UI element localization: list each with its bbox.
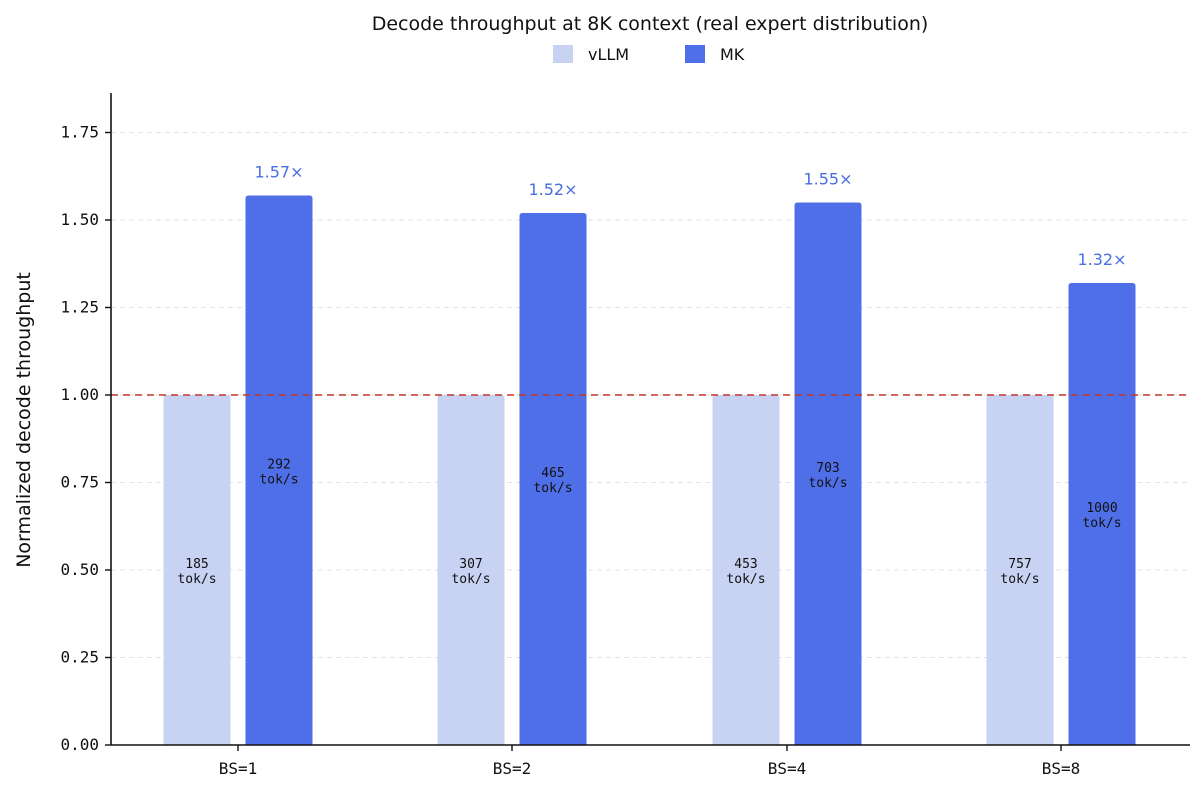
y-tick-label: 0.50	[60, 560, 99, 579]
y-tick-label: 1.00	[60, 385, 99, 404]
bar-value-label: 292	[267, 457, 290, 472]
bar-value-label: tok/s	[451, 572, 490, 587]
bar-value-label: 1000	[1086, 501, 1117, 516]
bar-vllm-bs8	[986, 395, 1054, 745]
bar-vllm-bs1	[163, 395, 231, 745]
x-tick-label: BS=1	[219, 759, 258, 778]
y-tick-label: 0.00	[60, 735, 99, 754]
y-axis-label: Normalized decode throughput	[13, 272, 35, 568]
bar-value-label: 757	[1008, 557, 1031, 572]
x-tick-label: BS=8	[1042, 759, 1081, 778]
y-tick-label: 1.75	[60, 123, 99, 142]
speedup-label: 1.52×	[528, 180, 577, 199]
bar-value-label: tok/s	[1000, 572, 1039, 587]
bar-value-label: tok/s	[726, 572, 765, 587]
legend: vLLM MK	[553, 45, 745, 64]
bar-value-label: tok/s	[1082, 516, 1121, 531]
y-tick-label: 0.25	[60, 648, 99, 667]
legend-label-vllm: vLLM	[588, 45, 629, 64]
bar-value-label: 465	[541, 466, 564, 481]
x-tick-label: BS=4	[768, 759, 807, 778]
legend-label-mk: MK	[720, 45, 745, 64]
bar-value-label: 185	[185, 557, 208, 572]
legend-swatch-vllm	[553, 45, 573, 63]
legend-swatch-mk	[685, 45, 705, 63]
bars	[163, 195, 1136, 745]
bar-labels: 185tok/s292tok/s1.57×307tok/s465tok/s1.5…	[177, 163, 1126, 588]
bar-mk-bs2	[519, 213, 587, 745]
bar-vllm-bs4	[712, 395, 780, 745]
bar-value-label: 307	[459, 557, 482, 572]
y-tick-label: 1.25	[60, 298, 99, 317]
speedup-label: 1.57×	[254, 163, 303, 182]
y-tick-label: 1.50	[60, 210, 99, 229]
bar-mk-bs4	[794, 202, 862, 745]
x-ticks: BS=1 BS=2 BS=4 BS=8	[219, 745, 1081, 778]
bar-value-label: tok/s	[808, 476, 847, 491]
bar-vllm-bs2	[437, 395, 505, 745]
y-tick-label: 0.75	[60, 473, 99, 492]
speedup-label: 1.32×	[1077, 250, 1126, 269]
bar-value-label: tok/s	[533, 481, 572, 496]
bar-value-label: tok/s	[259, 472, 298, 487]
y-ticks: 0.00 0.25 0.50 0.75 1.00 1.25 1.50 1.75	[60, 123, 111, 754]
bar-mk-bs1	[245, 195, 313, 745]
bar-mk-bs8	[1068, 283, 1136, 745]
x-tick-label: BS=2	[493, 759, 532, 778]
bar-value-label: 703	[816, 461, 839, 476]
bar-value-label: tok/s	[177, 572, 216, 587]
bar-value-label: 453	[734, 557, 757, 572]
speedup-label: 1.55×	[803, 170, 852, 189]
chart-title: Decode throughput at 8K context (real ex…	[372, 13, 929, 35]
